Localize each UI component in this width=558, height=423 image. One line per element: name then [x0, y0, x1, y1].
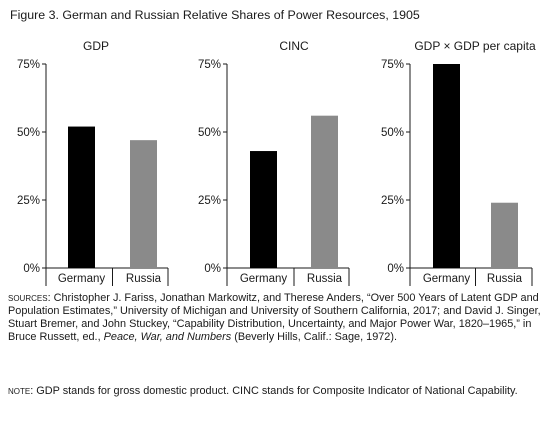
y-tick-label: 50% — [198, 127, 221, 139]
y-tick-label: 75% — [381, 59, 404, 71]
category-label: Germany — [423, 273, 471, 285]
y-tick-label: 25% — [198, 195, 221, 207]
y-tick-label: 75% — [17, 59, 40, 71]
note-text: GDP stands for gross domestic product. C… — [33, 385, 518, 397]
y-tick-label: 25% — [381, 195, 404, 207]
panel-title: GDP × GDP per capita — [414, 39, 536, 53]
sources-italic-title: Peace, War, and Numbers — [103, 331, 232, 343]
panel-title: GDP — [83, 39, 109, 53]
note-label: note: — [8, 385, 34, 397]
bar-germany — [250, 151, 277, 268]
y-tick-label: 0% — [23, 263, 40, 275]
category-label: Russia — [126, 273, 162, 285]
y-tick-label: 25% — [17, 195, 40, 207]
category-label: Russia — [307, 273, 343, 285]
sources-note: sources: Christopher J. Fariss, Jonathan… — [8, 292, 544, 344]
category-label: Germany — [240, 273, 288, 285]
bar-germany — [68, 126, 95, 268]
category-label: Germany — [58, 273, 106, 285]
definitions-note: note: GDP stands for gross domestic prod… — [8, 385, 544, 398]
panel-title: CINC — [279, 39, 309, 53]
bar-germany — [433, 64, 460, 268]
category-label: Russia — [487, 273, 523, 285]
figure-title: Figure 3. German and Russian Relative Sh… — [10, 8, 420, 22]
bar-russia — [130, 140, 157, 268]
y-tick-label: 50% — [381, 127, 404, 139]
chart-area: GDP 0% 25% 50% 75% Germany Russia CINC 0% 25% 50% 7… — [17, 39, 536, 286]
bar-russia — [491, 202, 518, 268]
y-tick-label: 50% — [17, 127, 40, 139]
y-tick-label: 0% — [204, 263, 221, 275]
sources-text: Christopher J. Fariss, Jonathan Markowit… — [8, 292, 541, 343]
y-tick-label: 0% — [387, 263, 404, 275]
y-tick-label: 75% — [198, 59, 221, 71]
sources-tail: (Beverly Hills, Calif.: Sage, 1972). — [231, 331, 398, 343]
sources-label: sources: — [8, 292, 51, 304]
bar-russia — [311, 115, 338, 269]
